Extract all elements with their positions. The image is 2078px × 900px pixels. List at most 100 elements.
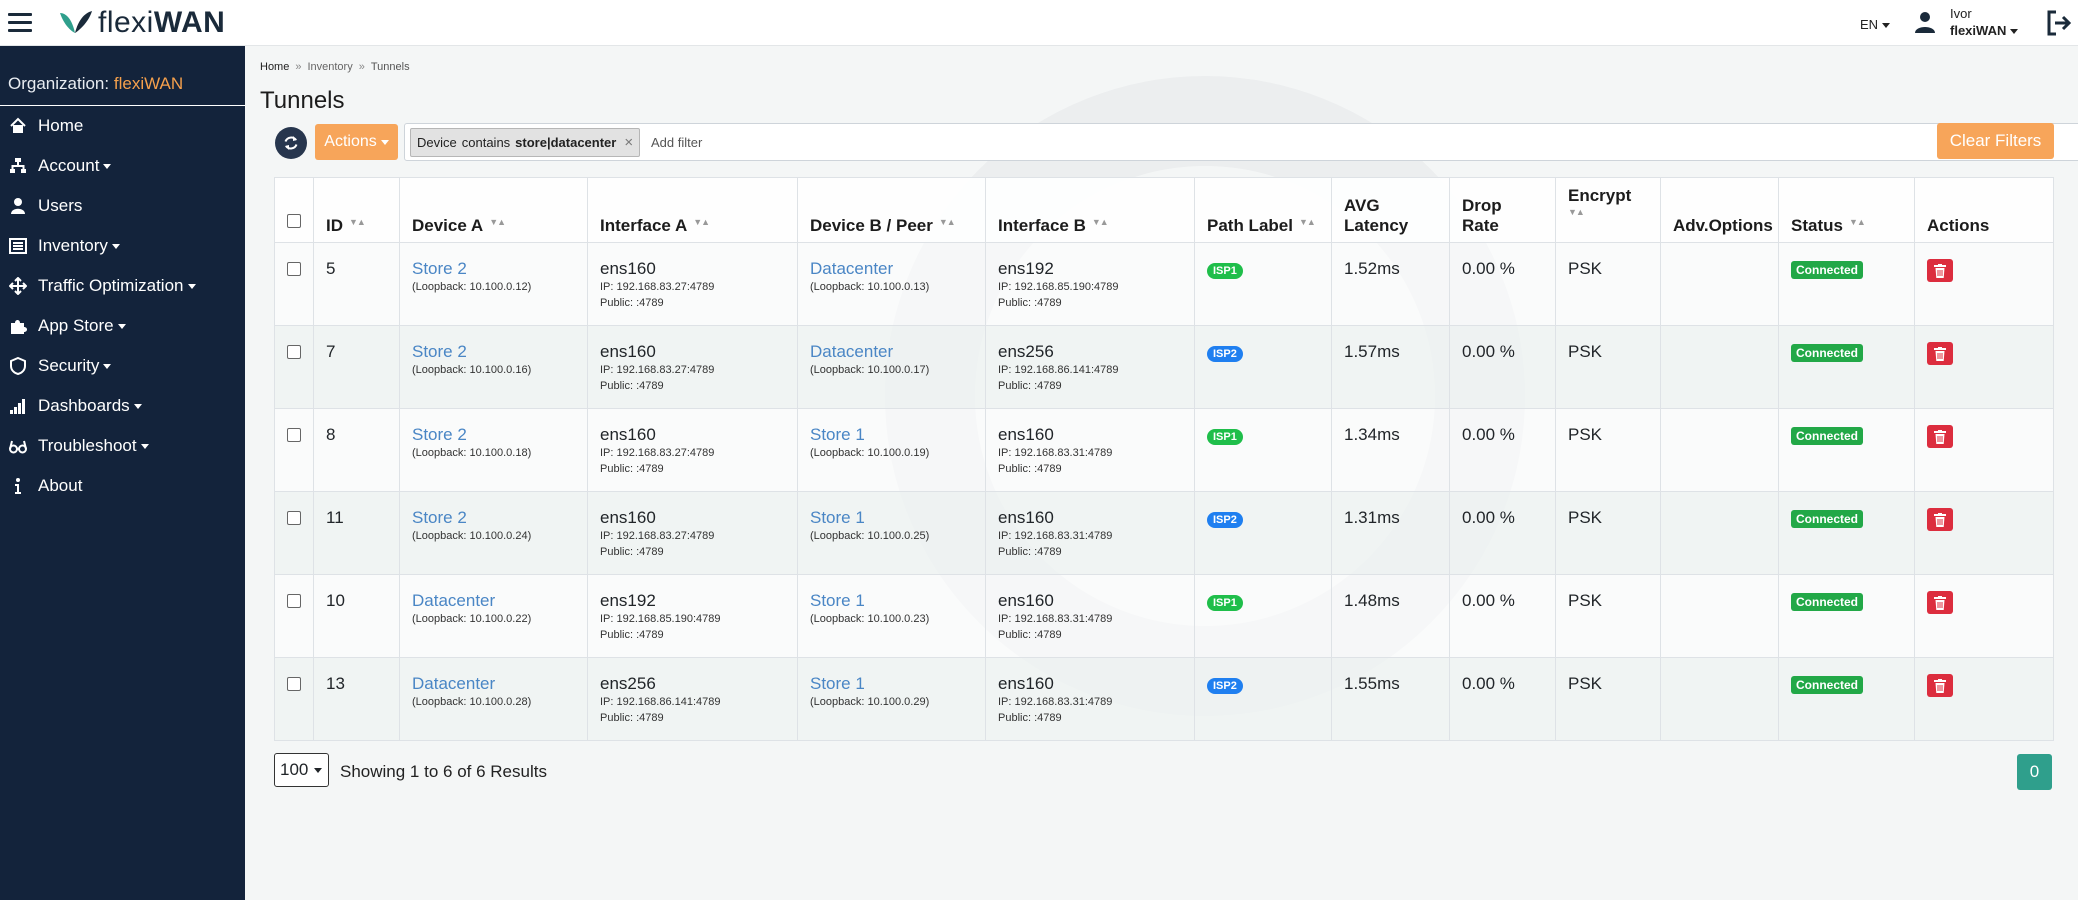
row-checkbox[interactable]	[287, 511, 301, 525]
row-select-cell	[274, 491, 314, 575]
user-name: Ivor	[1950, 6, 1972, 21]
cell-device-a: Datacenter (Loopback: 10.100.0.28)	[399, 657, 588, 741]
cell-status: Connected	[1778, 242, 1915, 326]
device-b-loopback: (Loopback: 10.100.0.29)	[810, 696, 930, 708]
breadcrumb-inventory[interactable]: Inventory	[307, 61, 353, 73]
row-checkbox[interactable]	[287, 345, 301, 359]
delete-button[interactable]	[1927, 342, 1953, 365]
breadcrumb: Home» Inventory» Tunnels	[260, 61, 410, 73]
filter-bar[interactable]: Device contains store|datacenter ×	[404, 123, 2078, 161]
device-a-link[interactable]: Store 2	[412, 425, 467, 444]
delete-button[interactable]	[1927, 259, 1953, 282]
device-a-link[interactable]: Store 2	[412, 342, 467, 361]
clear-filters-button[interactable]: Clear Filters	[1937, 123, 2054, 159]
cell-adv-options	[1660, 325, 1779, 409]
col-drop-rate: Drop Rate	[1449, 177, 1556, 243]
sidebar-item-troubleshoot[interactable]: Troubleshoot	[0, 426, 245, 466]
device-a-link[interactable]: Store 2	[412, 259, 467, 278]
sidebar-item-users[interactable]: Users	[0, 186, 245, 226]
interface-b-ip: IP: 192.168.85.190:4789	[998, 281, 1119, 293]
organization-selector[interactable]: Organization: flexiWAN	[0, 46, 245, 106]
language-selector[interactable]: EN	[1860, 17, 1891, 32]
col-status[interactable]: Status ▼▲	[1778, 177, 1915, 243]
logout-icon[interactable]	[2046, 10, 2072, 36]
interface-a-name: ens160	[600, 342, 656, 361]
cell-interface-a: ens256 IP: 192.168.86.141:4789 Public: :47…	[587, 657, 798, 741]
device-a-link[interactable]: Datacenter	[412, 674, 496, 693]
cell-avg-latency: 1.55ms	[1331, 657, 1450, 741]
sidebar-item-security[interactable]: Security	[0, 346, 245, 386]
device-a-link[interactable]: Store 2	[412, 508, 467, 527]
cell-drop-rate: 0.00 %	[1449, 491, 1556, 575]
delete-button[interactable]	[1927, 674, 1953, 697]
cell-encrypt: PSK	[1555, 574, 1661, 658]
sidebar-item-account[interactable]: Account	[0, 146, 245, 186]
device-b-link[interactable]: Datacenter	[810, 342, 894, 361]
col-id[interactable]: ID ▼▲	[313, 177, 400, 243]
col-interface-b[interactable]: Interface B ▼▲	[985, 177, 1195, 243]
device-b-link[interactable]: Store 1	[810, 508, 865, 527]
cell-drop-rate: 0.00 %	[1449, 657, 1556, 741]
device-a-loopback: (Loopback: 10.100.0.12)	[412, 281, 532, 293]
chevron-down-icon	[103, 363, 112, 369]
cell-path-label: ISP1	[1194, 574, 1332, 658]
sidebar-item-label: Troubleshoot	[38, 436, 137, 455]
cell-device-a: Store 2 (Loopback: 10.100.0.18)	[399, 408, 588, 492]
delete-button[interactable]	[1927, 425, 1953, 448]
device-b-link[interactable]: Store 1	[810, 674, 865, 693]
device-b-link[interactable]: Store 1	[810, 425, 865, 444]
cell-avg-latency: 1.31ms	[1331, 491, 1450, 575]
breadcrumb-home[interactable]: Home	[260, 61, 290, 73]
path-label-badge: ISP2	[1207, 512, 1243, 528]
cell-device-a: Datacenter (Loopback: 10.100.0.22)	[399, 574, 588, 658]
row-select-cell	[274, 242, 314, 326]
sidebar-item-about[interactable]: About	[0, 466, 245, 506]
path-label-badge: ISP2	[1207, 346, 1243, 362]
refresh-button[interactable]	[275, 127, 307, 159]
col-encrypt[interactable]: Encrypt ▼▲	[1555, 177, 1661, 243]
interface-a-name: ens256	[600, 674, 656, 693]
sort-icon: ▼▲	[489, 217, 506, 227]
select-all-checkbox[interactable]	[287, 214, 301, 228]
device-b-link[interactable]: Datacenter	[810, 259, 894, 278]
hamburger-menu-icon[interactable]	[8, 13, 32, 33]
status-badge: Connected	[1791, 344, 1864, 362]
col-path-label[interactable]: Path Label ▼▲	[1194, 177, 1332, 243]
col-device-b[interactable]: Device B / Peer ▼▲	[797, 177, 986, 243]
device-b-loopback: (Loopback: 10.100.0.13)	[810, 281, 930, 293]
interface-a-ip: IP: 192.168.83.27:4789	[600, 447, 715, 459]
status-badge: Connected	[1791, 593, 1864, 611]
delete-button[interactable]	[1927, 508, 1953, 531]
page-size-select[interactable]: 100	[274, 753, 329, 787]
delete-button[interactable]	[1927, 591, 1953, 614]
col-interface-a[interactable]: Interface A ▼▲	[587, 177, 798, 243]
sidebar-item-inventory[interactable]: Inventory	[0, 226, 245, 266]
current-page-button[interactable]: 0	[2017, 754, 2052, 790]
user-org: flexiWAN	[1950, 22, 2019, 39]
sidebar-item-traffic-optimization[interactable]: Traffic Optimization	[0, 266, 245, 306]
row-checkbox[interactable]	[287, 428, 301, 442]
flexiwan-logo[interactable]: flexiWAN	[58, 6, 225, 40]
sidebar-item-label: Users	[38, 196, 83, 215]
sidebar-item-dashboards[interactable]: Dashboards	[0, 386, 245, 426]
col-device-a[interactable]: Device A ▼▲	[399, 177, 588, 243]
user-menu[interactable]: Ivor flexiWAN	[1950, 5, 2019, 39]
sidebar-item-home[interactable]: Home	[0, 106, 245, 146]
status-badge: Connected	[1791, 427, 1864, 445]
add-filter-input[interactable]	[651, 129, 1871, 155]
row-checkbox[interactable]	[287, 594, 301, 608]
row-checkbox[interactable]	[287, 677, 301, 691]
interface-b-public: Public: :4789	[998, 712, 1062, 724]
remove-filter-icon[interactable]: ×	[624, 134, 634, 151]
sidebar-item-label: About	[38, 476, 83, 495]
logo-mark-icon	[60, 11, 92, 33]
refresh-icon	[284, 136, 298, 150]
device-b-link[interactable]: Store 1	[810, 591, 865, 610]
device-b-loopback: (Loopback: 10.100.0.25)	[810, 530, 930, 542]
row-checkbox[interactable]	[287, 262, 301, 276]
table-row: 8 Store 2 (Loopback: 10.100.0.18) ens160 IP:…	[274, 408, 2054, 492]
device-a-link[interactable]: Datacenter	[412, 591, 496, 610]
device-a-loopback: (Loopback: 10.100.0.16)	[412, 364, 532, 376]
actions-dropdown-button[interactable]: Actions	[315, 124, 398, 160]
sidebar-item-app-store[interactable]: App Store	[0, 306, 245, 346]
